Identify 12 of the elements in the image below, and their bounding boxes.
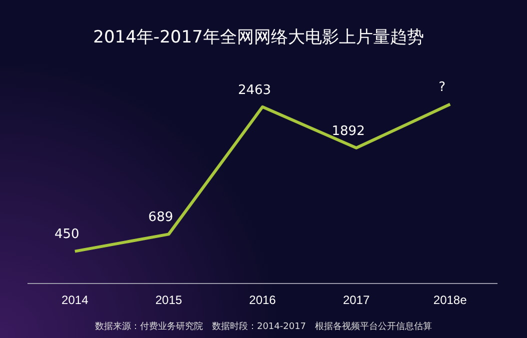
x-tick-label: 2017	[342, 293, 370, 308]
chart-title: 2014年-2017年全网网络大电影上片量趋势	[93, 28, 424, 48]
x-tick-label: 2018e	[433, 293, 468, 308]
data-label: 450	[54, 227, 80, 242]
x-tick-label: 2014	[62, 293, 89, 308]
data-label: ?	[438, 80, 446, 96]
data-label: 2463	[238, 82, 272, 98]
data-label: 689	[148, 210, 174, 226]
x-tick-label: 2016	[249, 293, 276, 308]
x-tick-label: 2015	[155, 293, 182, 308]
data-label: 1892	[332, 124, 365, 139]
source-note: 数据来源：付费业务研究院 数据时段：2014-2017 根据各视频平台公开信息估算	[94, 320, 434, 333]
